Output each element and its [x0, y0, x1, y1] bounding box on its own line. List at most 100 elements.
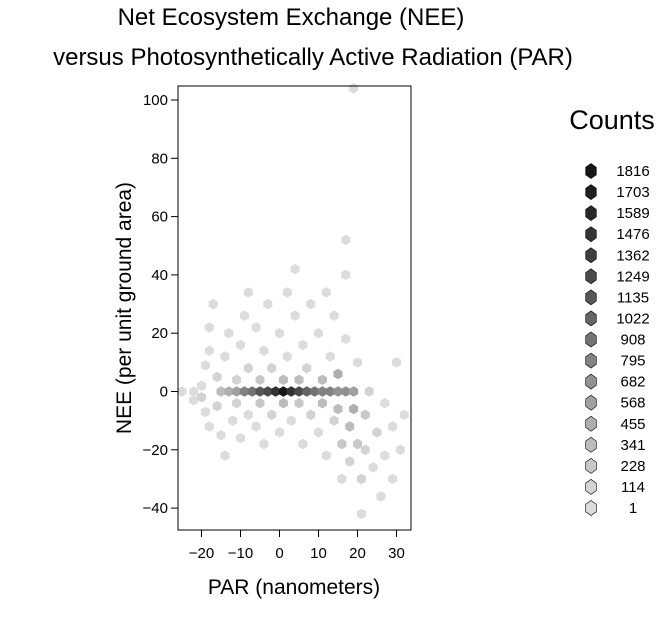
hexbin-cell — [325, 351, 335, 362]
hexbin-cell — [228, 415, 238, 426]
hexbin-cell — [329, 415, 339, 426]
hexbin-cell — [341, 386, 351, 397]
hexbin-cell — [380, 450, 390, 461]
hexbin-cell — [255, 374, 265, 385]
hexbin-cell — [251, 322, 261, 333]
y-tick-label: 60 — [151, 209, 168, 226]
hexbin-cell — [392, 357, 401, 368]
legend-label: 908 — [620, 332, 645, 349]
legend-swatch — [585, 373, 597, 390]
hexbin-cell — [239, 386, 249, 397]
hexbin-cell — [368, 462, 378, 473]
legend-label: 1703 — [616, 184, 649, 201]
chart-subtitle: versus Photosynthetically Active Radiati… — [53, 44, 573, 71]
legend-swatch — [585, 163, 597, 179]
hexbin-cell — [333, 368, 343, 380]
hexbin-cell — [302, 386, 312, 397]
hexbin-cell — [263, 386, 273, 397]
plot-frame — [177, 85, 412, 531]
hexbin-cell — [349, 386, 359, 397]
hexbin-cell — [388, 473, 398, 485]
legend-title: Counts — [569, 105, 655, 135]
hexbin-cell — [278, 386, 288, 397]
hexbin-cell — [259, 438, 269, 450]
hexbin-cell — [349, 83, 359, 94]
y-axis: −40 −20 0 20 40 60 80 100 — [143, 92, 178, 517]
legend-label: 1362 — [616, 247, 649, 264]
legend-label: 1022 — [616, 310, 649, 327]
hexbin-cell — [271, 386, 281, 397]
hexbin-cell — [341, 269, 351, 281]
hexbin-cell — [353, 438, 362, 450]
hexbin-cell — [317, 386, 327, 397]
legend-swatch — [585, 226, 597, 243]
hexbin-cell — [388, 421, 398, 432]
legend-label: 682 — [620, 374, 645, 391]
hexbin-cell — [286, 415, 296, 426]
hexbin-cell — [376, 491, 386, 502]
hexbin-cell — [204, 421, 214, 432]
y-tick-label: 0 — [160, 384, 168, 401]
legend-swatch — [585, 289, 597, 306]
legend-label: 1249 — [616, 268, 649, 285]
hexbin-cell — [275, 328, 284, 339]
y-tick-label: 100 — [143, 92, 168, 109]
legend-swatch — [585, 331, 597, 348]
hexbin-cell — [216, 386, 226, 397]
hexbin-cell — [380, 398, 390, 409]
hexbin-cell — [364, 386, 374, 397]
hexbin-cell — [341, 333, 351, 345]
hexbin-cell — [197, 380, 206, 391]
y-tick-label: 80 — [151, 150, 168, 167]
legend-label: 341 — [620, 437, 645, 454]
hexbin-cell — [321, 450, 331, 461]
legend-label: 455 — [620, 416, 645, 433]
hexbin-cell — [232, 386, 242, 397]
hexbin-cell — [239, 310, 249, 321]
y-tick-label: 20 — [151, 325, 168, 342]
x-tick-label: −10 — [228, 545, 253, 562]
y-tick-label: 40 — [151, 267, 168, 284]
hexbin-cell — [317, 374, 327, 385]
legend-swatch — [585, 500, 597, 516]
hexbin-cell — [243, 409, 253, 420]
hexbin-cell — [243, 287, 253, 298]
hexbin-cell — [294, 374, 304, 385]
legend-swatch — [585, 205, 597, 221]
hexbin-cell — [333, 403, 343, 415]
hexbin-cells — [177, 83, 409, 520]
hexbin-cell — [212, 371, 222, 383]
hexbin-cell — [329, 310, 339, 321]
y-tick-label: −40 — [143, 500, 168, 517]
legend-label: 114 — [621, 479, 645, 496]
hexbin-cell — [275, 427, 284, 438]
legend-swatch — [585, 415, 597, 432]
hexbin-cell — [236, 432, 245, 444]
hexbin-cell — [325, 386, 335, 397]
hexbin-cell — [224, 386, 234, 397]
hexbin-cell — [189, 386, 199, 397]
legend-label: 568 — [620, 395, 645, 412]
legend-swatch — [585, 436, 597, 453]
hexbin-cell — [236, 339, 245, 351]
hexbin-cell — [337, 473, 347, 485]
x-tick-label: 0 — [275, 545, 283, 562]
y-tick-label: −20 — [143, 442, 168, 459]
hexbin-cell — [255, 386, 265, 397]
legend-label: 1 — [629, 500, 637, 517]
hexbin-cell — [298, 339, 308, 351]
hexbin-cell — [337, 438, 347, 450]
hexbin-cell — [189, 395, 199, 406]
legend-swatch — [585, 310, 597, 327]
legend-label: 1589 — [616, 205, 649, 222]
hexbin-cell — [345, 421, 355, 432]
hexbin-cell — [204, 345, 214, 356]
x-tick-label: 10 — [310, 545, 327, 562]
hexbin-cell — [356, 508, 366, 520]
hexbin-cell — [290, 310, 300, 321]
hexbin-cell — [282, 351, 292, 362]
hexbin-cell — [372, 427, 382, 438]
hexbin-cell — [314, 328, 323, 339]
legend-swatch — [585, 394, 597, 411]
